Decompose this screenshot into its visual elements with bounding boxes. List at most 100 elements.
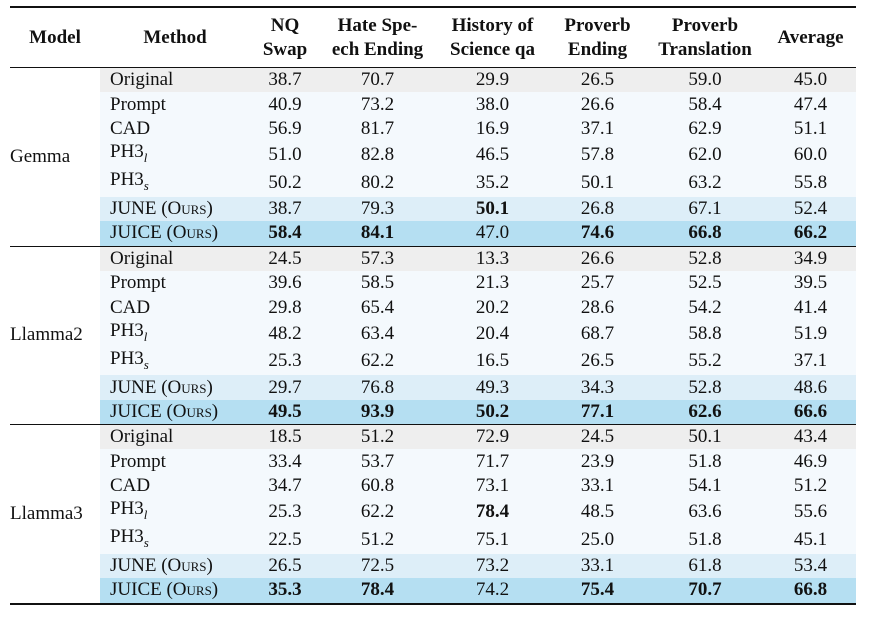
value-cell: 20.2 bbox=[435, 295, 550, 320]
method-cell: JUICE (Ours) bbox=[100, 578, 250, 604]
header-proverb-translation: Proverb Translation bbox=[645, 9, 765, 68]
header-text: Translation bbox=[658, 39, 752, 60]
value-cell: 62.2 bbox=[320, 347, 435, 376]
value-cell: 57.8 bbox=[550, 141, 645, 169]
value-cell: 39.6 bbox=[250, 270, 320, 296]
method-cell: Original bbox=[100, 246, 250, 271]
table-row-gemma-ph3l: PH3l 51.0 82.8 46.5 57.8 62.0 60.0 bbox=[10, 141, 856, 169]
model-cell: Llamma3 bbox=[10, 424, 100, 604]
value-cell: 66.8 bbox=[645, 221, 765, 247]
method-label: JUICE (Ours) bbox=[110, 222, 219, 244]
value-cell: 51.8 bbox=[645, 449, 765, 474]
value-cell: 63.2 bbox=[645, 168, 765, 197]
header-text: ech Ending bbox=[331, 39, 424, 60]
value-cell: 78.4 bbox=[320, 578, 435, 604]
header-history-of-science-qa: History of Science qa bbox=[435, 9, 550, 68]
value-cell: 51.8 bbox=[645, 526, 765, 554]
table-row-llamma2-prompt: Prompt 39.6 58.5 21.3 25.7 52.5 39.5 bbox=[10, 270, 856, 296]
value-cell: 29.7 bbox=[250, 375, 320, 400]
model-cell: Gemma bbox=[10, 67, 100, 247]
model-label: Llamma3 bbox=[10, 502, 83, 524]
value-cell: 37.1 bbox=[550, 116, 645, 142]
header-text: Science qa bbox=[450, 39, 535, 60]
value-cell: 26.8 bbox=[550, 196, 645, 222]
table-body: Gemma Original 38.7 70.7 29.9 26.5 59.0 45.0 Pro… bbox=[10, 67, 856, 604]
value-cell: 52.8 bbox=[645, 375, 765, 400]
method-label: PH3 bbox=[110, 168, 144, 190]
value-cell: 39.5 bbox=[765, 270, 856, 296]
value-cell: 38.7 bbox=[250, 67, 320, 93]
method-label: JUNE (Ours) bbox=[110, 555, 213, 577]
header-text: Proverb bbox=[671, 15, 739, 36]
table-row-gemma-ph3s: PH3s 50.2 80.2 35.2 50.1 63.2 55.8 bbox=[10, 168, 856, 197]
header-hate-speech-ending: Hate Spe-ech Ending bbox=[320, 9, 435, 68]
value-cell: 72.9 bbox=[435, 424, 550, 450]
method-label: Prompt bbox=[110, 450, 166, 472]
value-cell: 38.0 bbox=[435, 92, 550, 117]
value-cell: 62.6 bbox=[645, 399, 765, 425]
table-row-gemma-juice: JUICE (Ours) 58.4 84.1 47.0 74.6 66.8 66.2 bbox=[10, 221, 856, 247]
method-subscript: l bbox=[143, 507, 148, 523]
table-row-llamma3-original: Llamma3 Original 18.5 51.2 72.9 24.5 50.1 43.4 bbox=[10, 424, 856, 604]
value-cell: 73.1 bbox=[435, 473, 550, 499]
value-cell: 20.4 bbox=[435, 319, 550, 348]
value-cell: 53.7 bbox=[320, 449, 435, 474]
value-cell: 22.5 bbox=[250, 526, 320, 554]
value-cell: 23.9 bbox=[550, 449, 645, 474]
value-cell: 26.5 bbox=[250, 553, 320, 579]
method-subscript: l bbox=[143, 149, 148, 165]
value-cell: 62.0 bbox=[645, 141, 765, 169]
table-row-llamma3-ph3l: PH3l 25.3 62.2 78.4 48.5 63.6 55.6 bbox=[10, 498, 856, 527]
value-cell: 16.9 bbox=[435, 116, 550, 142]
method-label: PH3 bbox=[110, 526, 144, 548]
value-cell: 34.3 bbox=[550, 375, 645, 400]
table-row-llamma2-ph3l: PH3l 48.2 63.4 20.4 68.7 58.8 51.9 bbox=[10, 319, 856, 348]
value-cell: 51.2 bbox=[320, 526, 435, 554]
model-cell: Llamma2 bbox=[10, 246, 100, 425]
value-cell: 24.5 bbox=[250, 246, 320, 271]
value-cell: 43.4 bbox=[765, 424, 856, 450]
method-cell: PH3l bbox=[100, 319, 250, 348]
value-cell: 52.8 bbox=[645, 246, 765, 271]
value-cell: 70.7 bbox=[645, 578, 765, 604]
value-cell: 33.4 bbox=[250, 449, 320, 474]
value-cell: 74.2 bbox=[435, 578, 550, 604]
value-cell: 51.0 bbox=[250, 141, 320, 169]
value-cell: 52.5 bbox=[645, 270, 765, 296]
method-label: PH3 bbox=[110, 141, 144, 163]
method-cell: PH3s bbox=[100, 347, 250, 376]
header-average: Average bbox=[765, 9, 856, 68]
value-cell: 60.0 bbox=[765, 141, 856, 169]
method-cell: Prompt bbox=[100, 92, 250, 117]
table-row-gemma-prompt: Prompt 40.9 73.2 38.0 26.6 58.4 47.4 bbox=[10, 92, 856, 117]
method-label: JUICE (Ours) bbox=[110, 400, 219, 422]
value-cell: 84.1 bbox=[320, 221, 435, 247]
value-cell: 13.3 bbox=[435, 246, 550, 271]
value-cell: 26.6 bbox=[550, 246, 645, 271]
value-cell: 72.5 bbox=[320, 553, 435, 579]
value-cell: 56.9 bbox=[250, 116, 320, 142]
value-cell: 28.6 bbox=[550, 295, 645, 320]
value-cell: 55.8 bbox=[765, 168, 856, 197]
value-cell: 41.4 bbox=[765, 295, 856, 320]
method-label: JUNE (Ours) bbox=[110, 376, 213, 398]
value-cell: 46.9 bbox=[765, 449, 856, 474]
value-cell: 50.1 bbox=[550, 168, 645, 197]
value-cell: 37.1 bbox=[765, 347, 856, 376]
method-cell: PH3l bbox=[100, 498, 250, 527]
value-cell: 33.1 bbox=[550, 473, 645, 499]
value-cell: 59.0 bbox=[645, 67, 765, 93]
value-cell: 24.5 bbox=[550, 424, 645, 450]
table-row-gemma-june: JUNE (Ours) 38.7 79.3 50.1 26.8 67.1 52.4 bbox=[10, 196, 856, 222]
value-cell: 34.7 bbox=[250, 473, 320, 499]
header-text: Proverb bbox=[564, 15, 631, 36]
top-rule bbox=[10, 6, 856, 8]
value-cell: 65.4 bbox=[320, 295, 435, 320]
value-cell: 81.7 bbox=[320, 116, 435, 142]
value-cell: 54.1 bbox=[645, 473, 765, 499]
value-cell: 53.4 bbox=[765, 553, 856, 579]
value-cell: 58.4 bbox=[250, 221, 320, 247]
header-proverb-ending: Proverb Ending bbox=[550, 9, 645, 68]
value-cell: 77.1 bbox=[550, 399, 645, 425]
value-cell: 46.5 bbox=[435, 141, 550, 169]
